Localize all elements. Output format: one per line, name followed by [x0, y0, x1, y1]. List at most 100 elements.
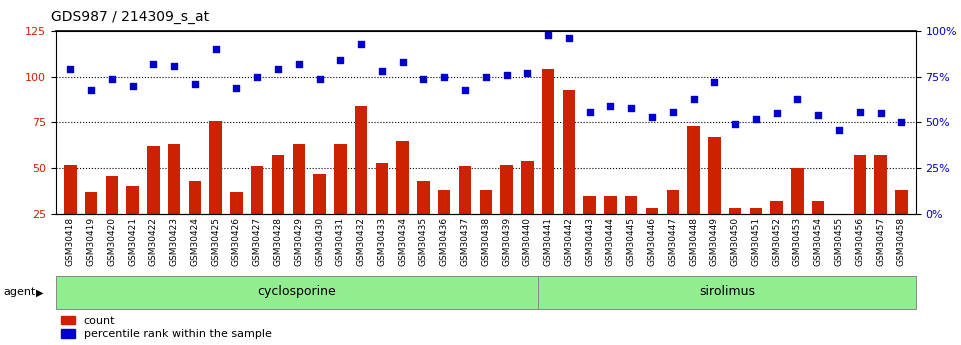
Point: [354, 41, 369, 47]
Point: [540, 32, 555, 38]
Point: [894, 120, 909, 125]
Text: GSM30436: GSM30436: [440, 217, 449, 266]
Bar: [127, 187, 138, 260]
Bar: [895, 190, 907, 260]
Point: [582, 109, 598, 114]
Point: [208, 47, 223, 52]
Bar: [604, 196, 617, 260]
Bar: [188, 181, 201, 260]
Text: GSM30424: GSM30424: [190, 217, 200, 266]
Text: GSM30452: GSM30452: [772, 217, 781, 266]
Bar: [147, 146, 160, 260]
Text: ▶: ▶: [36, 287, 43, 297]
Bar: [542, 69, 554, 260]
Point: [644, 114, 659, 120]
Text: GSM30450: GSM30450: [730, 217, 740, 266]
Text: GSM30433: GSM30433: [378, 217, 386, 266]
Point: [561, 36, 577, 41]
Text: GSM30432: GSM30432: [357, 217, 365, 266]
Point: [229, 85, 244, 90]
Point: [790, 96, 805, 101]
Point: [749, 116, 764, 121]
Bar: [562, 90, 575, 260]
Point: [291, 61, 307, 67]
Bar: [521, 161, 533, 260]
Text: GSM30419: GSM30419: [86, 217, 95, 266]
Bar: [667, 190, 679, 260]
Bar: [85, 192, 97, 260]
Text: GSM30457: GSM30457: [876, 217, 885, 266]
Text: GSM30434: GSM30434: [398, 217, 407, 266]
Bar: [583, 196, 596, 260]
Text: GSM30418: GSM30418: [65, 217, 75, 266]
Point: [436, 74, 452, 80]
Bar: [438, 190, 451, 260]
Text: GSM30435: GSM30435: [419, 217, 428, 266]
Bar: [812, 201, 825, 260]
Point: [479, 74, 494, 80]
Bar: [272, 155, 284, 260]
Point: [706, 79, 722, 85]
Text: agent: agent: [3, 287, 36, 297]
Text: GSM30427: GSM30427: [253, 217, 261, 266]
Text: cyclosporine: cyclosporine: [258, 285, 336, 298]
Text: GSM30437: GSM30437: [460, 217, 470, 266]
Text: GSM30446: GSM30446: [648, 217, 656, 266]
Text: GSM30453: GSM30453: [793, 217, 801, 266]
Text: GSM30438: GSM30438: [481, 217, 490, 266]
Bar: [168, 145, 181, 260]
Bar: [376, 163, 388, 260]
Bar: [458, 166, 471, 260]
Bar: [292, 145, 305, 260]
Point: [810, 112, 825, 118]
Text: GSM30448: GSM30448: [689, 217, 698, 266]
Point: [499, 72, 514, 78]
Text: GSM30425: GSM30425: [211, 217, 220, 266]
Bar: [231, 192, 243, 260]
Bar: [355, 106, 367, 260]
Bar: [750, 208, 762, 260]
Text: GSM30430: GSM30430: [315, 217, 324, 266]
Text: GSM30426: GSM30426: [232, 217, 241, 266]
Point: [187, 81, 203, 87]
Point: [84, 87, 99, 92]
Point: [831, 127, 847, 132]
Text: GSM30429: GSM30429: [294, 217, 304, 266]
Text: GSM30451: GSM30451: [752, 217, 760, 266]
Point: [603, 103, 618, 109]
Point: [166, 63, 182, 69]
Text: GSM30423: GSM30423: [170, 217, 179, 266]
Point: [624, 105, 639, 111]
Bar: [501, 165, 513, 260]
Bar: [417, 181, 430, 260]
Bar: [875, 155, 887, 260]
Text: GSM30442: GSM30442: [564, 217, 574, 266]
Text: GSM30431: GSM30431: [335, 217, 345, 266]
Point: [686, 96, 702, 101]
Point: [333, 58, 348, 63]
Bar: [480, 190, 492, 260]
Text: GSM30421: GSM30421: [128, 217, 137, 266]
Bar: [334, 145, 347, 260]
Point: [146, 61, 161, 67]
Bar: [853, 155, 866, 260]
Point: [250, 74, 265, 80]
Text: GSM30422: GSM30422: [149, 217, 158, 266]
Text: GSM30439: GSM30439: [502, 217, 511, 266]
Point: [312, 76, 328, 81]
Text: sirolimus: sirolimus: [699, 285, 755, 298]
Bar: [64, 165, 77, 260]
Bar: [106, 176, 118, 260]
Point: [852, 109, 868, 114]
Point: [665, 109, 680, 114]
Text: GSM30458: GSM30458: [897, 217, 906, 266]
Bar: [625, 196, 637, 260]
FancyBboxPatch shape: [56, 276, 538, 309]
Bar: [728, 208, 741, 260]
Bar: [251, 166, 263, 260]
Point: [520, 70, 535, 76]
Point: [62, 67, 78, 72]
Bar: [313, 174, 326, 260]
Point: [727, 121, 743, 127]
Bar: [791, 168, 803, 260]
